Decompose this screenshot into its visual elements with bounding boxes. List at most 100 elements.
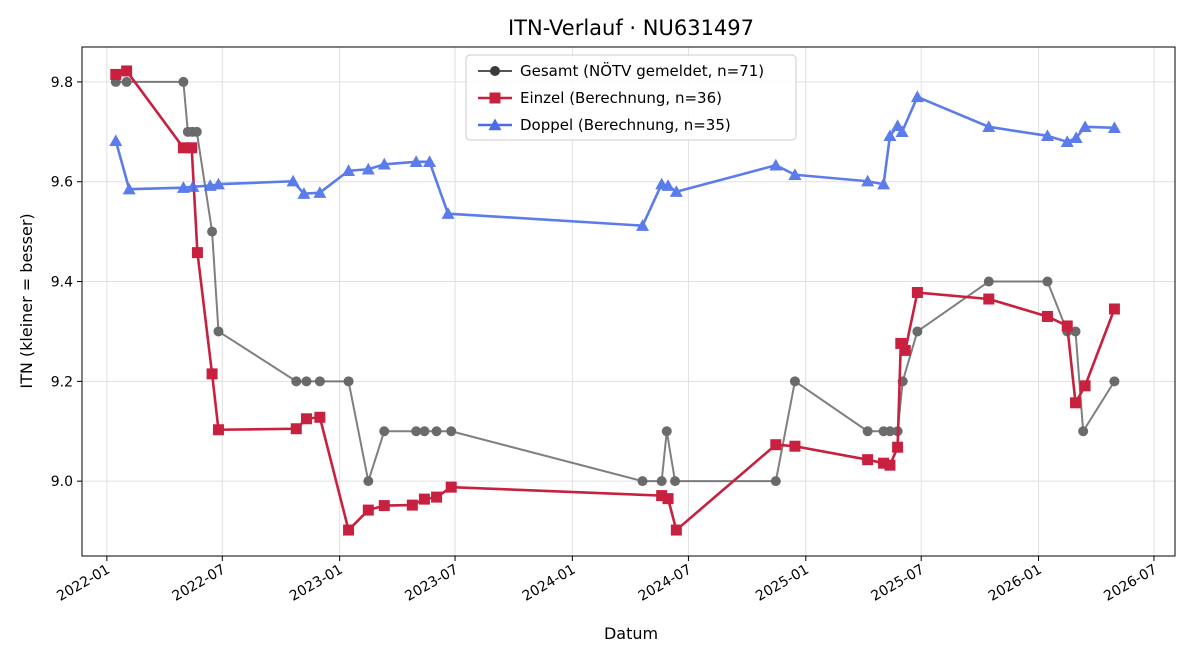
- x-tick-label: 2026-07: [1101, 562, 1160, 605]
- data-point-doppel: [409, 155, 423, 167]
- data-point-einzel: [789, 440, 801, 452]
- data-point-doppel: [176, 181, 190, 193]
- data-point-einzel: [983, 293, 995, 305]
- y-tick-label: 9.0: [51, 474, 73, 490]
- data-point-doppel: [342, 164, 356, 176]
- x-tick-label: 2022-07: [170, 562, 229, 605]
- data-point-doppel: [377, 157, 391, 170]
- data-point-doppel: [661, 179, 675, 191]
- data-point-doppel: [895, 125, 909, 138]
- data-point-einzel: [290, 423, 302, 435]
- data-point-einzel: [110, 68, 122, 80]
- data-point-einzel: [300, 413, 312, 425]
- data-point-doppel: [1060, 135, 1074, 148]
- data-point-einzel: [862, 454, 874, 466]
- x-tick-label: 2022-01: [54, 562, 113, 605]
- data-point-gesamt: [363, 476, 374, 487]
- legend-label-doppel: Doppel (Berechnung, n=35): [520, 116, 731, 134]
- data-point-gesamt: [191, 126, 202, 137]
- data-point-einzel: [445, 481, 457, 493]
- data-point-einzel: [186, 142, 198, 154]
- data-point-einzel: [911, 287, 923, 299]
- data-point-einzel: [1070, 397, 1082, 409]
- data-point-doppel: [769, 158, 783, 171]
- x-tick-label: 2024-01: [520, 562, 579, 605]
- data-point-einzel: [1061, 320, 1073, 332]
- data-point-einzel: [314, 411, 326, 423]
- data-point-gesamt: [770, 476, 781, 487]
- data-point-doppel: [1078, 120, 1092, 133]
- data-point-einzel: [177, 142, 189, 154]
- data-point-einzel: [406, 499, 418, 511]
- data-point-gesamt: [912, 326, 923, 337]
- x-tick-label: 2025-01: [753, 562, 812, 605]
- x-tick-label: 2023-01: [287, 562, 346, 605]
- chart-title: ITN-Verlauf · NU631497: [508, 16, 754, 40]
- plot-frame: [81, 46, 1176, 557]
- data-point-einzel: [656, 490, 668, 502]
- data-point-doppel: [883, 129, 897, 142]
- data-point-einzel: [1079, 380, 1091, 392]
- data-point-einzel: [212, 424, 224, 436]
- data-point-gesamt: [862, 426, 873, 437]
- data-point-doppel: [109, 134, 123, 147]
- data-point-doppel: [861, 174, 875, 187]
- series-layer: [109, 65, 1121, 536]
- data-point-gesamt: [379, 426, 390, 437]
- data-point-gesamt: [661, 426, 672, 437]
- data-point-gesamt: [411, 426, 422, 437]
- x-tick-label: 2023-07: [402, 562, 461, 605]
- data-point-einzel: [378, 500, 390, 512]
- data-point-einzel: [431, 491, 443, 503]
- data-point-einzel: [418, 493, 430, 505]
- legend: Gesamt (NÖTV gemeldet, n=71) Einzel (Bere…: [465, 54, 797, 141]
- data-point-gesamt: [213, 326, 224, 337]
- data-point-doppel: [122, 182, 136, 195]
- data-point-gesamt: [1042, 276, 1053, 287]
- data-point-gesamt: [207, 226, 218, 237]
- x-tick-label: 2026-01: [986, 562, 1045, 605]
- legend-label-gesamt: Gesamt (NÖTV gemeldet, n=71): [520, 61, 764, 80]
- data-point-einzel: [899, 344, 911, 356]
- data-point-doppel: [669, 185, 683, 197]
- y-axis-label: ITN (kleiner = besser): [17, 213, 36, 388]
- series-einzel: [110, 65, 1120, 536]
- data-point-doppel: [788, 168, 802, 180]
- data-point-einzel: [1108, 303, 1120, 315]
- data-point-gesamt: [1109, 376, 1120, 387]
- data-point-einzel: [206, 368, 218, 380]
- data-point-gesamt: [656, 476, 667, 487]
- legend-box: [465, 54, 797, 141]
- data-point-einzel: [770, 439, 782, 451]
- data-point-doppel: [186, 180, 200, 192]
- y-tick-label: 9.4: [51, 275, 73, 291]
- data-point-doppel: [297, 187, 311, 199]
- data-point-gesamt: [1078, 426, 1089, 437]
- y-tick-label: 9.6: [51, 175, 73, 191]
- y-tick-label: 9.8: [51, 75, 73, 91]
- data-point-gesamt: [446, 426, 457, 437]
- data-point-doppel: [1107, 121, 1121, 134]
- data-point-doppel: [211, 177, 225, 190]
- series-gesamt: [110, 76, 1120, 487]
- data-point-doppel: [636, 219, 650, 231]
- data-point-gesamt: [983, 276, 994, 287]
- data-point-einzel: [878, 457, 890, 469]
- data-point-doppel: [441, 207, 455, 219]
- data-point-gesamt: [1070, 326, 1081, 337]
- data-point-einzel: [895, 337, 907, 349]
- data-point-gesamt: [301, 376, 312, 387]
- data-point-einzel: [892, 441, 904, 453]
- data-point-gesamt: [291, 376, 302, 387]
- data-point-gesamt: [431, 426, 442, 437]
- axes: 9.0 9.2 9.4 9.6 9.8 2022-01 2022-07 2023-01 2023…: [51, 75, 1160, 605]
- data-point-gesamt: [121, 76, 132, 87]
- series-line-gesamt: [115, 80, 1116, 483]
- data-point-doppel: [361, 162, 375, 175]
- data-point-einzel: [121, 65, 133, 77]
- data-point-gesamt: [637, 476, 648, 487]
- legend-marker-einzel: [489, 92, 501, 104]
- data-point-doppel: [910, 90, 924, 103]
- data-point-einzel: [362, 504, 374, 516]
- data-point-doppel: [877, 177, 891, 190]
